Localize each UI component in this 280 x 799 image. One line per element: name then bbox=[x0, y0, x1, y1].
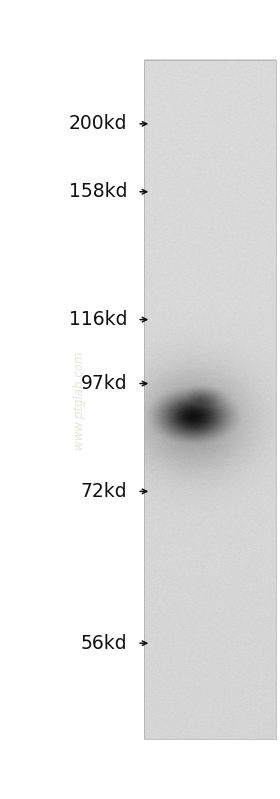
Text: 158kd: 158kd bbox=[69, 182, 127, 201]
Text: 200kd: 200kd bbox=[69, 114, 127, 133]
Text: 56kd: 56kd bbox=[81, 634, 127, 653]
Text: 72kd: 72kd bbox=[81, 482, 127, 501]
Text: 116kd: 116kd bbox=[69, 310, 127, 329]
Text: 97kd: 97kd bbox=[81, 374, 127, 393]
Text: www.ptglab.com: www.ptglab.com bbox=[72, 350, 85, 449]
Bar bbox=[144, 60, 276, 739]
